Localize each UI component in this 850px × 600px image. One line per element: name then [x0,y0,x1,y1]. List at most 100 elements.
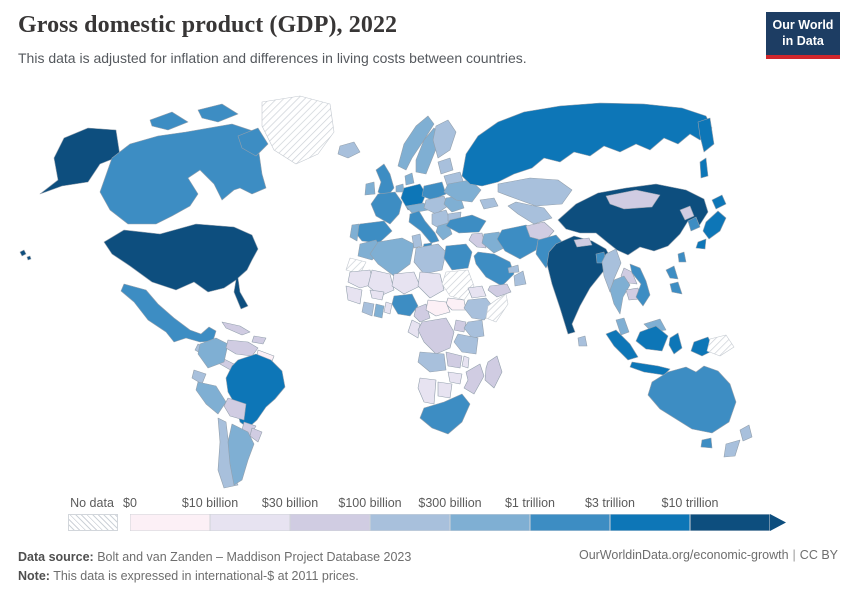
country-tunisia[interactable] [411,233,423,249]
country-drc[interactable] [417,317,455,355]
country-australia[interactable] [647,365,737,434]
country-madagascar[interactable] [484,355,503,389]
country-spain[interactable] [353,220,393,244]
country-mauritania[interactable] [347,269,375,289]
country-kazakhstan[interactable] [497,177,573,207]
country-bolivia[interactable] [223,397,247,421]
country-mongolia[interactable] [605,189,661,210]
region-benelux[interactable] [395,183,405,193]
country-sudan[interactable] [441,269,475,301]
country-finland[interactable] [432,119,457,159]
legend-no-data-swatch[interactable] [68,514,118,531]
country-india[interactable] [546,235,613,335]
country-uganda[interactable] [453,319,467,333]
country-sri-lanka[interactable] [577,335,588,347]
region-baltics[interactable] [437,157,454,175]
country-indonesia-sulawesi[interactable] [668,332,683,355]
country-namibia[interactable] [417,377,437,405]
country-canada-baffin[interactable] [237,127,269,157]
country-united-states[interactable] [103,223,259,310]
country-afghanistan[interactable] [525,221,555,242]
country-papua-new-guinea[interactable] [706,334,735,357]
country-south-korea[interactable] [687,216,701,232]
country-mexico[interactable] [120,283,217,343]
footer-link[interactable]: OurWorldinData.org/economic-growth [578,548,789,562]
country-south-africa[interactable] [419,393,471,435]
country-japan-hokkaido[interactable] [711,194,727,210]
country-malawi[interactable] [461,355,470,369]
country-libya[interactable] [413,243,447,275]
country-laos[interactable] [620,267,638,285]
country-philippines[interactable] [665,265,683,295]
country-oman[interactable] [513,270,527,287]
country-ghana[interactable] [373,303,385,319]
country-chad[interactable] [417,271,445,299]
country-united-states-alaska[interactable] [39,127,121,195]
country-algeria[interactable] [369,237,415,277]
country-indonesia-kalimantan[interactable] [635,325,669,352]
country-peru[interactable] [195,381,227,415]
country-somalia[interactable] [485,293,509,323]
country-burkina-faso[interactable] [369,289,385,301]
country-indonesia-java[interactable] [629,361,671,376]
country-colombia[interactable] [197,337,229,369]
country-iceland[interactable] [337,141,361,159]
country-angola[interactable] [417,351,447,373]
country-mali[interactable] [367,269,395,297]
country-uruguay[interactable] [249,427,263,443]
country-japan-kyushu[interactable] [695,238,707,250]
country-china[interactable] [557,183,709,256]
country-chile[interactable] [217,417,239,489]
country-france[interactable] [370,191,403,225]
country-indonesia-sumatra[interactable] [605,329,639,361]
country-taiwan[interactable] [677,251,687,263]
country-canada-arctic-1[interactable] [149,111,189,131]
legend-bar[interactable] [130,514,786,531]
country-yemen[interactable] [487,283,512,298]
region-senegal-guinea[interactable] [345,285,363,305]
country-norway[interactable] [397,115,435,171]
country-canada[interactable] [99,123,267,225]
country-russia-kamchatka[interactable] [697,117,715,153]
country-vietnam[interactable] [629,263,651,307]
country-zambia[interactable] [445,351,463,369]
country-botswana[interactable] [437,381,453,399]
country-central-african-republic[interactable] [425,299,451,317]
country-portugal[interactable] [349,223,360,242]
country-nigeria[interactable] [391,293,419,317]
country-zimbabwe[interactable] [447,371,463,385]
country-tanzania[interactable] [453,333,479,355]
country-egypt[interactable] [443,243,473,271]
country-ecuador[interactable] [191,369,207,385]
country-nepal[interactable] [573,237,593,248]
country-niger[interactable] [391,271,421,295]
country-kenya[interactable] [463,319,485,339]
country-thailand[interactable] [609,275,631,315]
region-caucasus[interactable] [479,197,499,210]
country-cote-divoire[interactable] [361,301,375,317]
region-gulf-states[interactable] [507,264,520,274]
region-togo-benin[interactable] [383,301,393,315]
country-turkey[interactable] [445,214,487,234]
region-congo-gabon[interactable] [407,319,421,339]
country-canada-arctic-2[interactable] [197,103,239,123]
country-south-sudan[interactable] [445,297,467,311]
legend-tick-label: $3 trillion [584,496,636,510]
country-russia-sakhalin[interactable] [699,157,709,179]
country-new-zealand[interactable] [723,424,753,458]
country-north-korea[interactable] [679,205,695,221]
legend-segment [210,514,290,531]
region-hispaniola[interactable] [251,335,267,345]
region-levant[interactable] [468,232,487,249]
region-eritrea-djibouti[interactable] [467,285,487,299]
country-denmark[interactable] [404,172,415,186]
country-russia[interactable] [461,102,713,187]
country-united-states-hawaii[interactable] [19,249,32,261]
region-czech-hungary[interactable] [423,195,449,215]
country-ireland[interactable] [364,181,376,196]
country-mozambique[interactable] [463,363,485,395]
country-japan-honshu[interactable] [702,210,727,240]
country-australia-tasmania[interactable] [700,437,713,449]
country-cuba[interactable] [221,321,251,336]
country-greenland[interactable] [261,95,335,165]
